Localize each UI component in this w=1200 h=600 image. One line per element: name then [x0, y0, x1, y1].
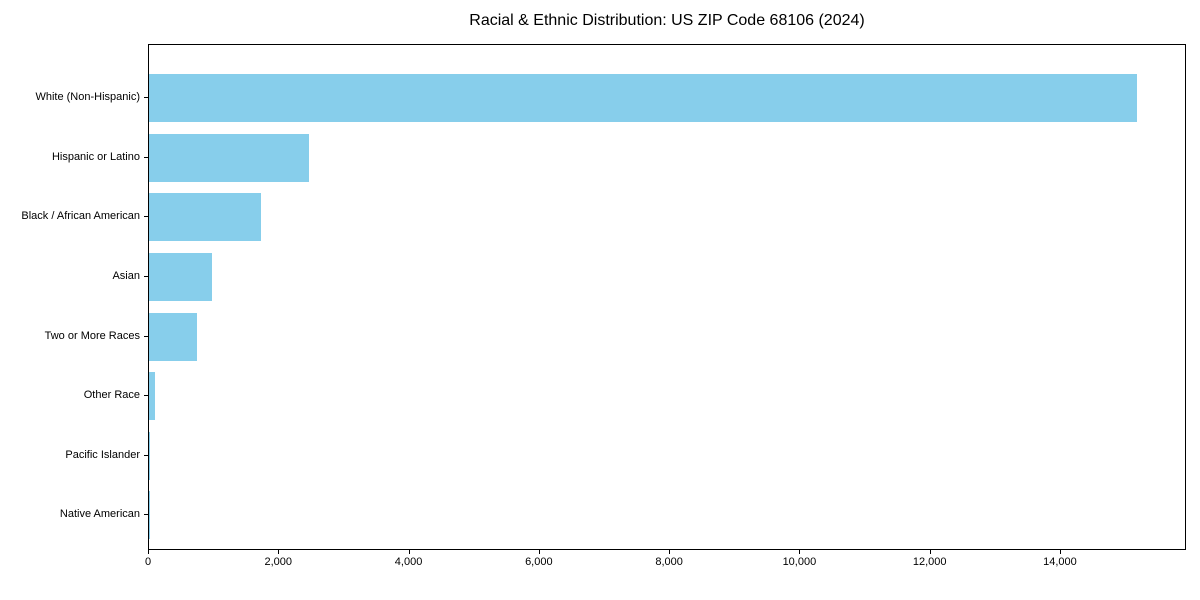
y-axis-tick	[144, 156, 148, 158]
bar	[149, 133, 310, 182]
x-axis-tick	[799, 550, 801, 554]
x-axis-tick	[929, 550, 931, 554]
bar	[149, 312, 198, 361]
x-axis-tick-label: 10,000	[782, 556, 817, 568]
x-axis-tick	[148, 550, 149, 554]
y-axis-label: Pacific Islander	[65, 448, 140, 461]
x-axis-tick	[1059, 550, 1061, 554]
y-axis-tick	[144, 395, 148, 397]
bar	[149, 253, 213, 301]
x-axis-tick	[278, 550, 280, 554]
bar	[149, 372, 156, 421]
x-axis-tick-label: 4,000	[394, 556, 423, 568]
x-axis-tick-label: 6,000	[525, 556, 553, 568]
x-axis-tick	[669, 550, 671, 554]
x-axis-tick	[538, 550, 540, 554]
y-axis-tick	[144, 454, 148, 456]
y-axis-label: Hispanic or Latino	[51, 150, 140, 163]
y-axis-tick	[144, 335, 148, 337]
y-axis-tick	[144, 97, 148, 99]
x-axis-tick-label: 0	[144, 556, 152, 568]
x-axis-tick	[408, 550, 410, 554]
x-axis-tick-label: 8,000	[655, 556, 683, 568]
bar	[149, 74, 1138, 123]
y-axis-label: Black / African American	[21, 210, 140, 223]
bar	[149, 431, 150, 480]
y-axis-label: Asian	[112, 270, 140, 282]
chart-title: Racial & Ethnic Distribution: US ZIP Cod…	[469, 12, 865, 29]
y-axis-tick	[144, 514, 148, 516]
x-axis-tick-label: 2,000	[264, 556, 293, 568]
y-axis-label: Native American	[59, 508, 140, 521]
bar	[149, 193, 262, 242]
plot-area	[148, 44, 1186, 550]
y-axis-label: White (Non-Hispanic)	[35, 91, 140, 104]
x-axis-tick-label: 12,000	[912, 556, 947, 568]
bar	[149, 491, 150, 540]
y-axis-label: Other Race	[83, 389, 140, 402]
y-axis-label: Two or More Races	[44, 329, 140, 342]
x-axis-tick-label: 14,000	[1043, 556, 1077, 568]
y-axis-tick	[144, 216, 148, 218]
y-axis-tick	[144, 276, 148, 277]
